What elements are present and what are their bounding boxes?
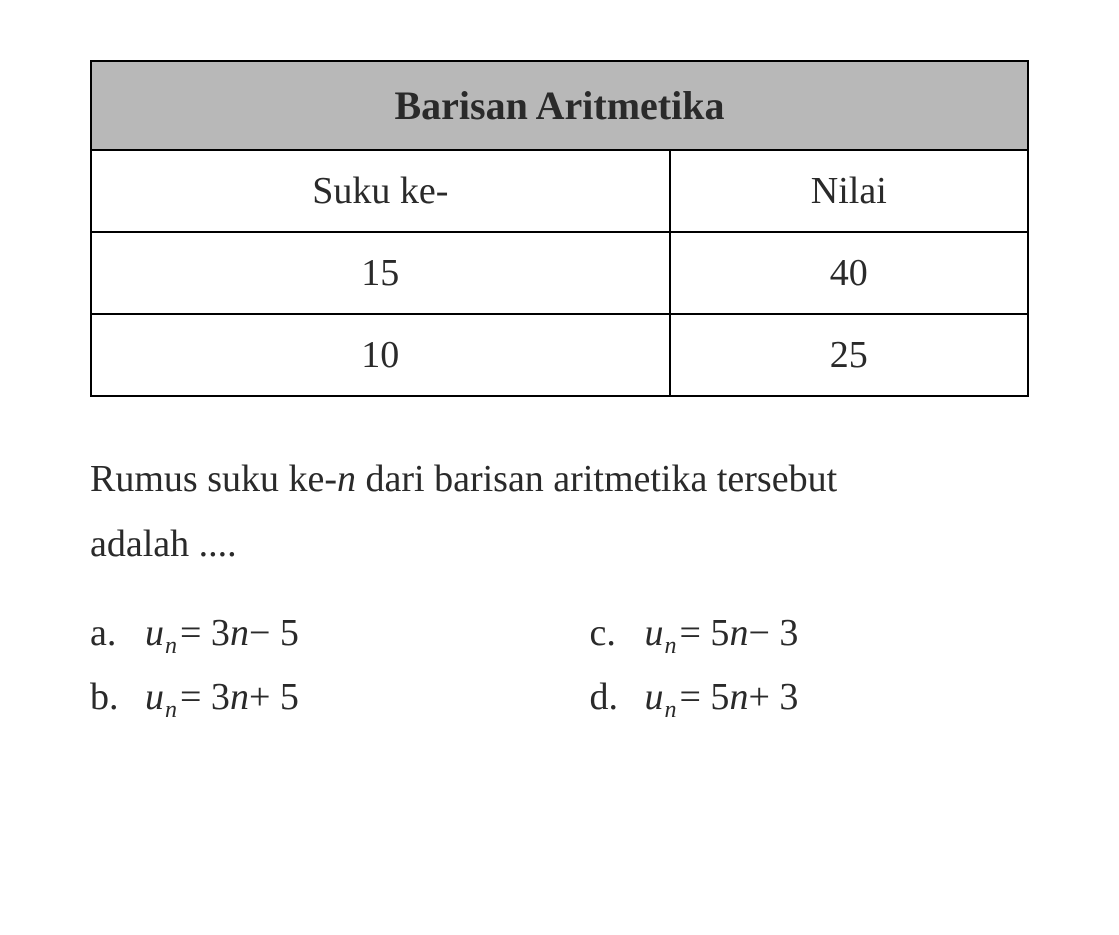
option-b-label: b.: [90, 675, 125, 719]
question-var-n: n: [337, 458, 356, 500]
option-d: d. un = 5n + 3: [590, 675, 1030, 719]
cell-r1c1: 15: [91, 232, 670, 314]
rest-part: + 3: [748, 675, 798, 719]
eq-part: = 3: [180, 675, 230, 719]
table-title: Barisan Aritmetika: [91, 61, 1028, 150]
question-suffix: dari barisan aritmetika tersebut: [356, 458, 837, 500]
column-header-2: Nilai: [670, 150, 1028, 232]
option-b-formula: un = 3n + 5: [145, 675, 299, 719]
table-subheader-row: Suku ke- Nilai: [91, 150, 1028, 232]
var-n: n: [230, 611, 249, 655]
var-n: n: [729, 611, 748, 655]
table-container: Barisan Aritmetika Suku ke- Nilai 15 40 …: [90, 60, 1029, 397]
arithmetic-table: Barisan Aritmetika Suku ke- Nilai 15 40 …: [90, 60, 1029, 397]
table-row: 10 25: [91, 314, 1028, 396]
subscript-n: n: [665, 697, 677, 724]
subscript-n: n: [165, 633, 177, 660]
var-n: n: [230, 675, 249, 719]
option-c-formula: un = 5n − 3: [645, 611, 799, 655]
subscript-n: n: [165, 697, 177, 724]
rest-part: − 3: [748, 611, 798, 655]
cell-r1c2: 40: [670, 232, 1028, 314]
eq-part: = 5: [680, 611, 730, 655]
eq-part: = 5: [680, 675, 730, 719]
option-b: b. un = 3n + 5: [90, 675, 530, 719]
column-header-1: Suku ke-: [91, 150, 670, 232]
table-header-row: Barisan Aritmetika: [91, 61, 1028, 150]
option-a-label: a.: [90, 611, 125, 655]
option-d-formula: un = 5n + 3: [645, 675, 799, 719]
var-u: u: [645, 611, 664, 655]
question-prefix: Rumus suku ke-: [90, 458, 337, 500]
question-line2: adalah ....: [90, 523, 237, 565]
option-a: a. un = 3n − 5: [90, 611, 530, 655]
table-row: 15 40: [91, 232, 1028, 314]
rest-part: + 5: [249, 675, 299, 719]
question-text: Rumus suku ke-n dari barisan aritmetika …: [90, 447, 1029, 576]
option-c-label: c.: [590, 611, 625, 655]
subscript-n: n: [665, 633, 677, 660]
cell-r2c1: 10: [91, 314, 670, 396]
eq-part: = 3: [180, 611, 230, 655]
options-container: a. un = 3n − 5 c. un = 5n − 3 b. un = 3n…: [90, 611, 1029, 719]
var-u: u: [645, 675, 664, 719]
rest-part: − 5: [249, 611, 299, 655]
option-c: c. un = 5n − 3: [590, 611, 1030, 655]
cell-r2c2: 25: [670, 314, 1028, 396]
var-u: u: [145, 675, 164, 719]
var-n: n: [729, 675, 748, 719]
option-a-formula: un = 3n − 5: [145, 611, 299, 655]
option-d-label: d.: [590, 675, 625, 719]
var-u: u: [145, 611, 164, 655]
